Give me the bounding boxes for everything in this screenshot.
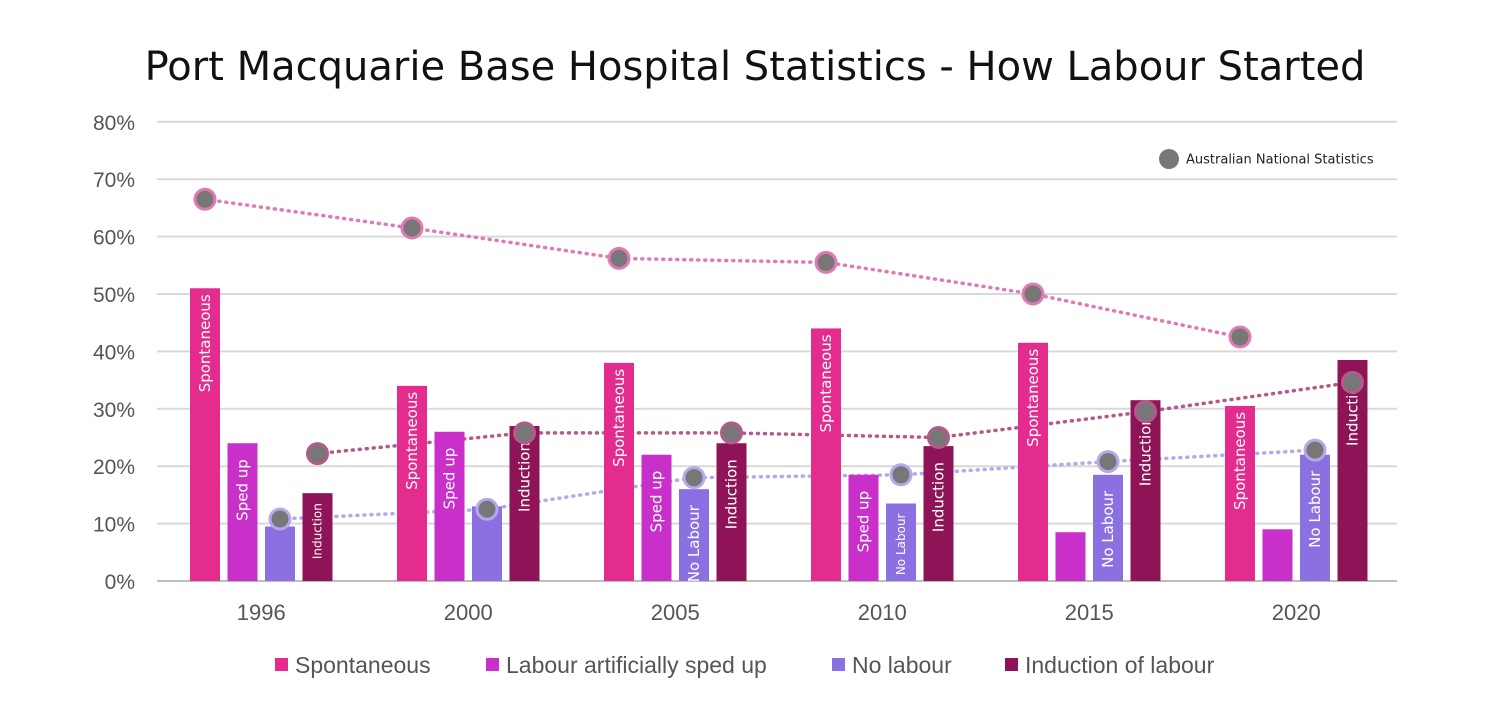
bar-label: No Labour [1306, 470, 1324, 548]
chart-title: Port Macquarie Base Hospital Statistics … [145, 44, 1366, 90]
legend-label: Induction of labour [1025, 652, 1215, 678]
national-legend-marker [1159, 149, 1179, 169]
national-marker [1228, 325, 1252, 349]
legend-label: Spontaneous [295, 652, 431, 678]
bar [1093, 474, 1123, 581]
legend-label: No labour [852, 652, 952, 678]
national-marker [889, 463, 913, 487]
national-trend-lines [203, 197, 1355, 521]
national-statistics-legend: Australian National Statistics [1159, 149, 1374, 169]
national-marker [400, 216, 424, 240]
bar-label: Induction [1137, 416, 1155, 486]
bar [1225, 405, 1255, 581]
bar [1300, 454, 1330, 581]
bar-label: Sped up [441, 448, 459, 510]
bars [190, 288, 1368, 581]
national-marker [927, 426, 950, 449]
y-tick-label: 70% [93, 169, 135, 192]
bar [434, 431, 465, 581]
bar [190, 288, 220, 581]
national-legend-label: Australian National Statistics [1186, 153, 1374, 168]
bar [302, 493, 333, 581]
national-marker [1341, 370, 1364, 394]
y-axis-ticks: 0% 10% 20% 30% 40% 50% 60% 70% 80% [93, 112, 135, 594]
national-marker [682, 466, 706, 490]
bar-label: Spontaneous [403, 392, 421, 490]
legend: Spontaneous Labour artificially sped up No… [275, 652, 1215, 678]
bar-label: No Labour [894, 513, 908, 575]
bar-label: Spontaneous [196, 294, 214, 392]
bar [679, 489, 709, 581]
gridlines [157, 120, 1397, 582]
bar-label: Sped up [855, 491, 873, 553]
bar-label: Induction [930, 462, 948, 532]
bar [848, 474, 879, 581]
bar [1130, 400, 1161, 581]
national-marker [268, 507, 292, 531]
x-axis-ticks: 1996 2000 2005 2010 2015 2020 [237, 600, 1321, 625]
bar-label: Spontaneous [1231, 412, 1249, 510]
national-no-labour-line [278, 448, 1317, 521]
national-marker [193, 187, 217, 211]
bar-label: Induction [723, 459, 741, 529]
bar [1055, 532, 1086, 581]
legend-swatch [275, 658, 288, 671]
bar-label: Sped up [648, 471, 666, 533]
national-markers [193, 187, 1364, 531]
bar-labels: Spontaneous Spontaneous Spontaneous Spontan… [196, 294, 1362, 582]
x-tick-label: 2000 [444, 600, 493, 625]
bar [604, 362, 634, 581]
bar [1337, 360, 1368, 581]
legend-swatch [1005, 658, 1018, 671]
bar [716, 443, 747, 581]
national-marker [1303, 438, 1327, 462]
bar-label: Induction [516, 442, 534, 512]
y-tick-label: 60% [93, 227, 135, 250]
bar-label: Induction [1344, 376, 1362, 446]
bar [923, 446, 954, 581]
national-marker [1134, 400, 1157, 424]
bar-label: No Labour [1099, 490, 1117, 568]
x-tick-label: 2020 [1272, 600, 1321, 625]
legend-label: Labour artificially sped up [506, 652, 767, 678]
national-marker [1096, 450, 1120, 474]
bar [886, 503, 916, 581]
bar-label: Spontaneous [610, 369, 628, 467]
bar-label: No Labour [685, 504, 703, 582]
national-marker [475, 497, 499, 521]
bar [641, 454, 672, 581]
y-tick-label: 0% [105, 571, 135, 594]
x-tick-label: 2010 [858, 600, 907, 625]
bar-label: Spontaneous [817, 334, 835, 432]
legend-swatch [486, 658, 499, 671]
national-marker [607, 246, 631, 270]
bar-label: Spontaneous [1024, 349, 1042, 447]
y-tick-label: 50% [93, 284, 135, 307]
national-marker [1021, 282, 1045, 306]
bar [1262, 529, 1293, 581]
x-tick-label: 1996 [237, 600, 286, 625]
y-tick-label: 40% [93, 341, 135, 364]
bar-label: Induction [311, 503, 325, 559]
y-tick-label: 20% [93, 456, 135, 479]
y-tick-label: 80% [93, 112, 135, 135]
x-tick-label: 2005 [651, 600, 700, 625]
bar [265, 526, 295, 581]
bar [227, 443, 258, 581]
y-tick-label: 30% [93, 399, 135, 422]
bar [509, 426, 540, 581]
x-tick-label: 2015 [1065, 600, 1114, 625]
legend-swatch [832, 658, 845, 671]
national-marker [814, 250, 838, 274]
y-tick-label: 10% [93, 514, 135, 537]
bar [1018, 342, 1048, 581]
bar [811, 328, 841, 581]
national-spontaneous-line [203, 197, 1242, 339]
national-marker [720, 421, 743, 445]
bar [397, 385, 427, 581]
national-marker [306, 442, 329, 466]
national-marker [513, 421, 536, 445]
bar-label: Sped up [234, 459, 252, 521]
